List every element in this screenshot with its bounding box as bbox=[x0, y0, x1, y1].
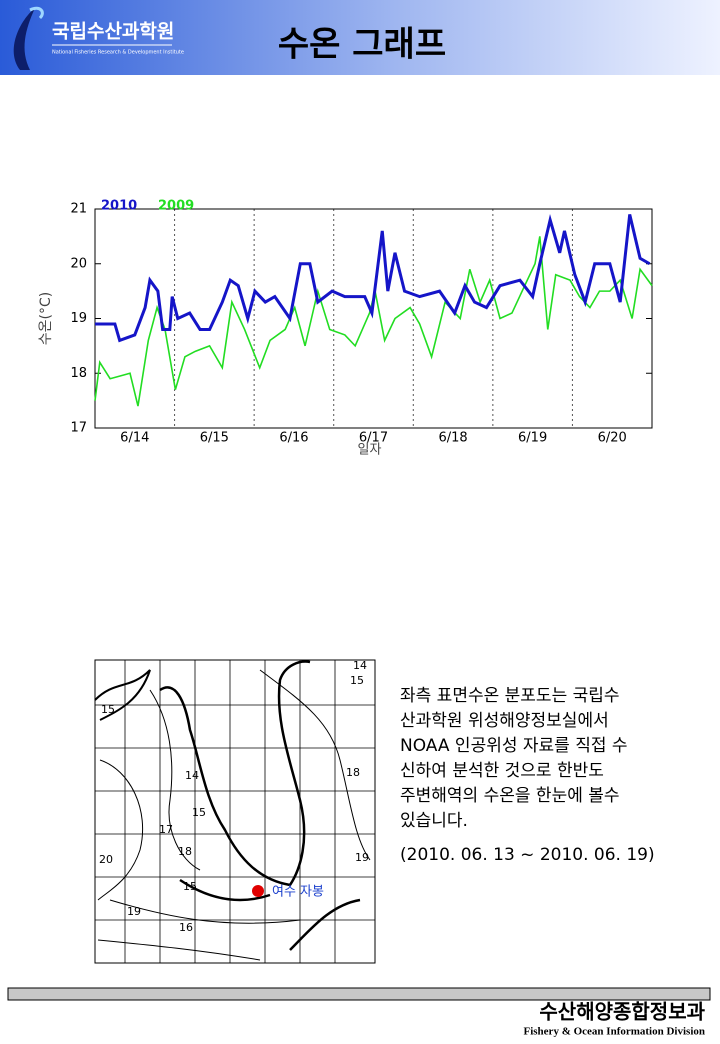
x-tick-label: 6/17 bbox=[359, 431, 388, 446]
description-line: 주변해역의 수온을 한눈에 볼수 bbox=[400, 786, 620, 806]
y-axis-label: 수온(°C) bbox=[38, 292, 54, 345]
chart: 6/14 6/15 6/16 6/17 6/18 6/19 6/20 17 18 19 20 21 일자… bbox=[38, 199, 653, 458]
description-line: 있습니다. bbox=[400, 811, 468, 831]
x-tick-label: 6/15 bbox=[200, 431, 229, 446]
contour-label: 15 bbox=[350, 674, 364, 687]
contour-label: 19 bbox=[355, 851, 369, 864]
description-line: 산과학원 위성해양정보실에서 bbox=[400, 711, 609, 731]
y-tick-label: 18 bbox=[70, 366, 87, 381]
x-tick-label: 6/19 bbox=[518, 431, 547, 446]
footer-bar bbox=[7, 987, 711, 1001]
map-grid bbox=[95, 660, 375, 963]
logo-text: 국립수산과학원 bbox=[52, 21, 174, 43]
description-line: NOAA 인공위성 자료를 직접 수 bbox=[400, 736, 628, 756]
description-period: (2010. 06. 13 ~ 2010. 06. 19) bbox=[400, 845, 655, 865]
header-band bbox=[0, 0, 720, 75]
plot-frame bbox=[94, 208, 653, 429]
contour-label: 17 bbox=[159, 823, 173, 836]
contour-label: 19 bbox=[127, 905, 141, 918]
x-tick-label: 6/18 bbox=[438, 431, 467, 446]
series-line bbox=[94, 236, 653, 407]
legend-entry: 2009 bbox=[158, 199, 194, 214]
contour-label: 15 bbox=[183, 880, 197, 893]
description: 좌측 표면수온 분포도는 국립수산과학원 위성해양정보실에서 NOAA 인공위성 … bbox=[400, 686, 655, 865]
contour-label: 20 bbox=[99, 853, 113, 866]
description-line: 좌측 표면수온 분포도는 국립수 bbox=[400, 686, 620, 706]
contour-label: 15 bbox=[101, 703, 115, 716]
y-tick-label: 19 bbox=[70, 311, 87, 326]
logo-mark bbox=[29, 6, 44, 20]
map-coastline bbox=[94, 660, 371, 961]
y-tick-label: 21 bbox=[70, 202, 87, 217]
contour-label: 14 bbox=[353, 659, 367, 672]
x-tick-label: 6/20 bbox=[598, 431, 627, 446]
logo-subtitle: National Fisheries Research & Developmen… bbox=[52, 50, 184, 56]
contour-label: 18 bbox=[178, 845, 192, 858]
page-title: 수온 그래프 bbox=[278, 25, 446, 65]
contour-label: 18 bbox=[346, 766, 360, 779]
series-line bbox=[95, 214, 651, 343]
y-tick-label: 17 bbox=[70, 421, 87, 436]
footer-division: 수산해양종합정보과 bbox=[539, 1000, 705, 1024]
station-label: 여수 자봉 bbox=[272, 885, 324, 900]
logo-mark bbox=[13, 8, 35, 70]
description-line: 신하여 분석한 것으로 한반도 bbox=[400, 761, 604, 781]
contour-label: 16 bbox=[179, 921, 193, 934]
footer-division-en: Fishery & Ocean Information Division bbox=[524, 1026, 706, 1038]
sst-map: 여수 자봉 15 14 15 18 17 14 15 18 19 20 15 19 16 bbox=[94, 659, 376, 964]
x-tick-label: 6/16 bbox=[279, 431, 308, 446]
contour-label: 14 bbox=[185, 769, 199, 782]
contour-label: 15 bbox=[192, 806, 206, 819]
y-tick-label: 20 bbox=[70, 256, 87, 271]
legend-entry: 2010 bbox=[101, 199, 137, 214]
x-axis-label: 일자 bbox=[358, 443, 382, 458]
station-dot bbox=[252, 885, 264, 897]
x-tick-label: 6/14 bbox=[120, 431, 149, 446]
